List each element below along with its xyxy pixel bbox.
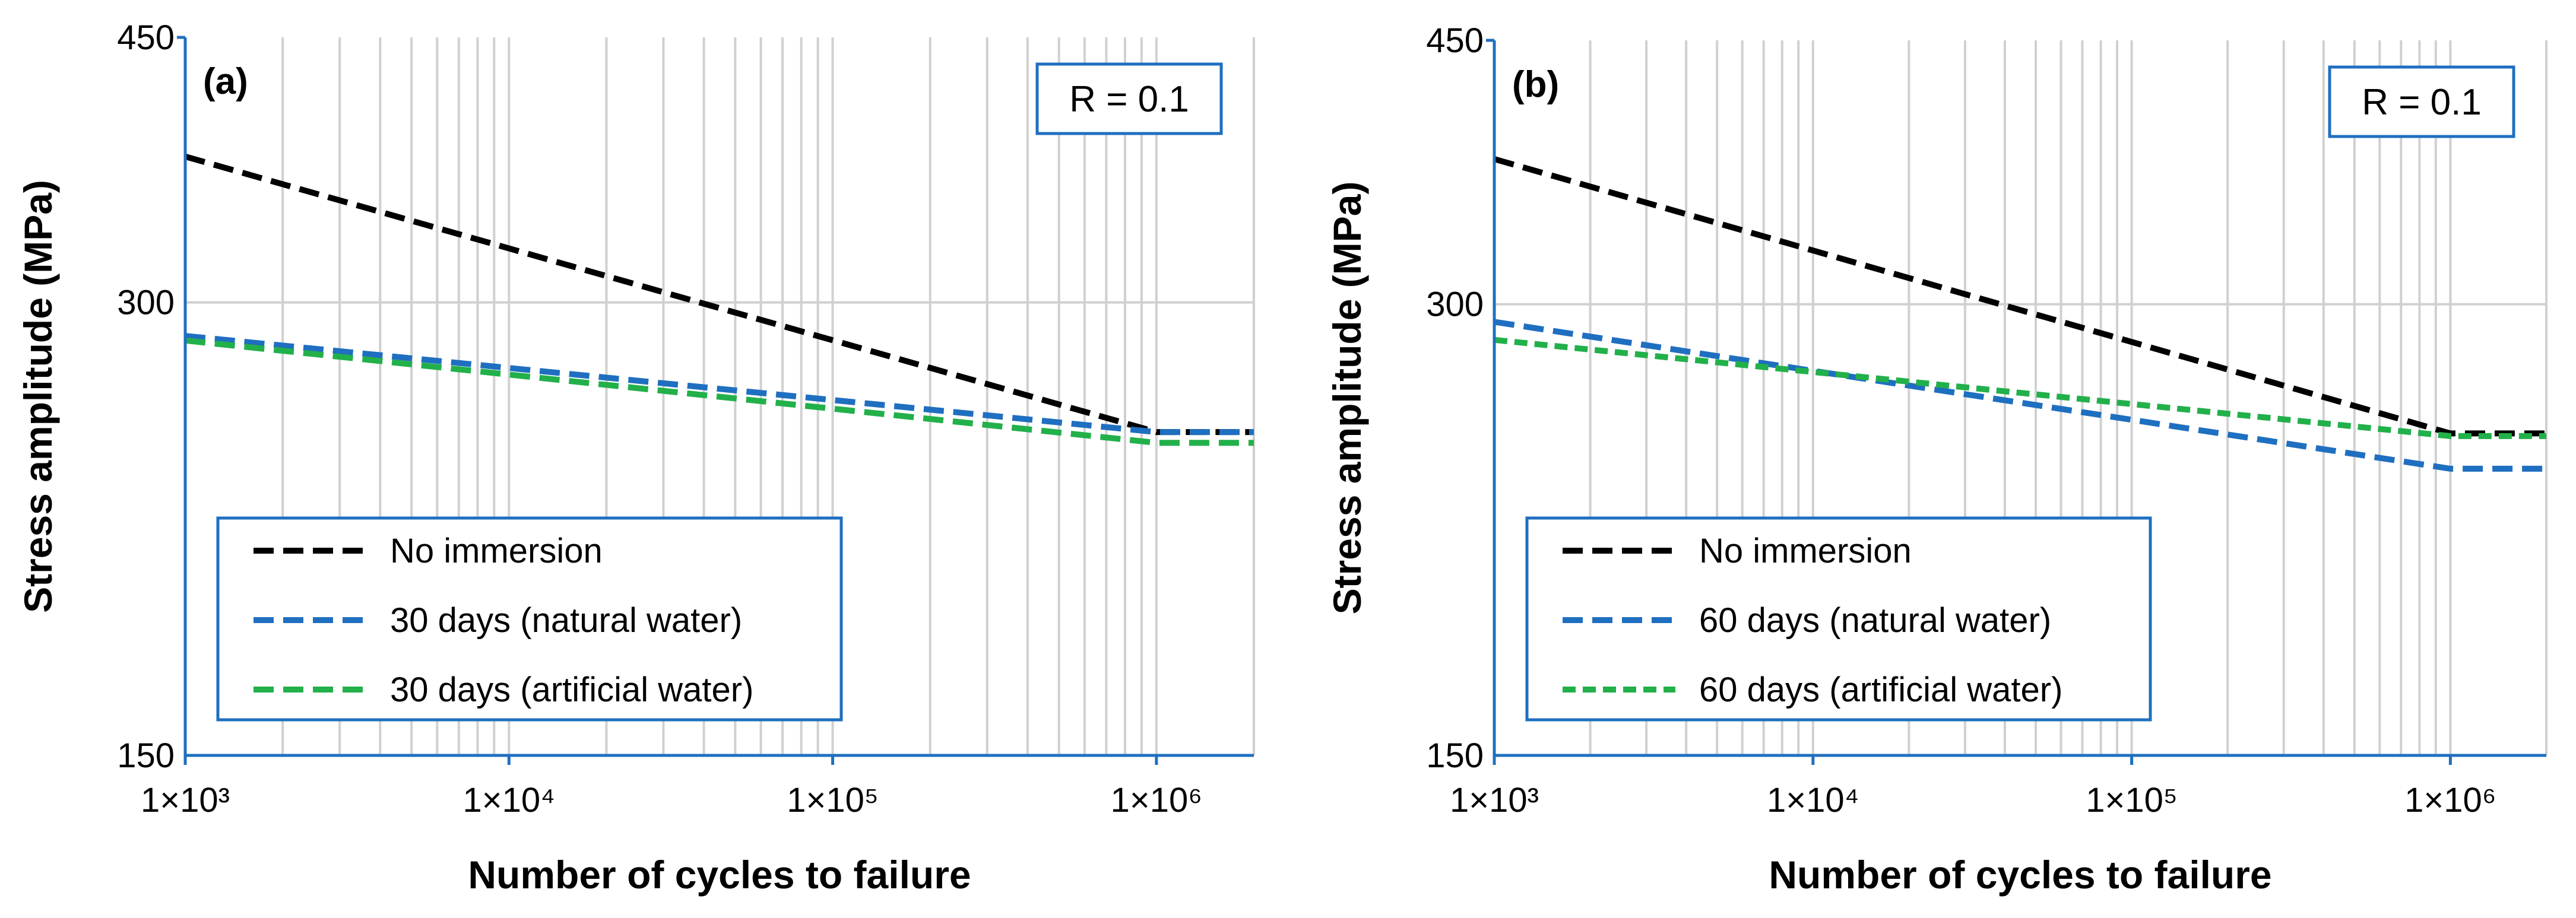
- panel-b: 150 300 450 1×10³ 1×10⁴ 1×10⁵ 1×10⁶ Number of c…: [1325, 21, 2548, 897]
- series-line-3: [1494, 336, 2546, 439]
- legend-label-3: 30 days (artificial water): [390, 671, 753, 709]
- panel-a: 150 300 450 1×10³ 1×10⁴ 1×10⁵ 1×10⁶ Number of c…: [16, 18, 1255, 897]
- legend: No immersion 60 days (natural water) 60 da…: [1525, 516, 2152, 722]
- x-tick-label: 1×10⁴: [462, 781, 555, 819]
- x-tick-label: 1×10³: [141, 781, 230, 819]
- legend-label-2: 60 days (natural water): [1699, 601, 2051, 640]
- x-axis-title: Number of cycles to failure: [1769, 853, 2271, 897]
- legend: No immersion 30 days (natural water) 30 da…: [216, 516, 843, 722]
- panel-label: (a): [203, 61, 248, 102]
- y-tick-label: 150: [117, 736, 175, 775]
- x-tick-label: 1×10⁵: [2086, 781, 2178, 819]
- x-tick-label: 1×10⁶: [2404, 781, 2496, 819]
- panel-label: (b): [1512, 64, 1559, 105]
- legend-label-3: 60 days (artificial water): [1699, 671, 2062, 709]
- y-tick-label: 300: [117, 284, 175, 322]
- x-tick-label: 1×10³: [1450, 781, 1539, 819]
- x-tick-label: 1×10⁵: [787, 781, 879, 819]
- series-line-3: [185, 337, 1254, 446]
- y-tick-label: 450: [117, 18, 175, 57]
- y-tick-label: 150: [1426, 736, 1484, 775]
- series-line-2: [1494, 319, 2546, 472]
- annotation-box: [2328, 65, 2515, 138]
- x-axis-title: Number of cycles to failure: [468, 853, 971, 897]
- y-tick-label: 300: [1426, 285, 1484, 324]
- legend-label-1: No immersion: [1699, 532, 1912, 570]
- annotation-text: R = 0.1: [1069, 79, 1189, 120]
- y-axis-title: Stress amplitude (MPa): [1325, 182, 1369, 615]
- legend-label-2: 30 days (natural water): [390, 601, 742, 640]
- series-line-2: [185, 333, 1254, 436]
- y-axis-title: Stress amplitude (MPa): [16, 180, 60, 613]
- legend-label-1: No immersion: [390, 532, 603, 570]
- annotation-text: R = 0.1: [2362, 82, 2482, 123]
- y-tick-label: 450: [1426, 21, 1484, 60]
- x-tick-label: 1×10⁴: [1767, 781, 1859, 819]
- x-tick-label: 1×10⁶: [1111, 781, 1203, 819]
- annotation-box: [1035, 62, 1223, 135]
